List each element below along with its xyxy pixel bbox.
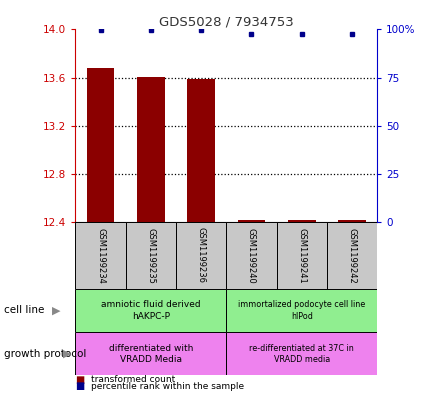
Text: cell line: cell line [4, 305, 45, 316]
Title: GDS5028 / 7934753: GDS5028 / 7934753 [159, 15, 293, 28]
Bar [276, 222, 326, 289]
Bar [75, 332, 226, 375]
Bar [287, 220, 315, 222]
Bar [226, 222, 276, 289]
Text: GSM1199242: GSM1199242 [347, 228, 356, 283]
Text: differentiated with
VRADD Media: differentiated with VRADD Media [108, 343, 193, 364]
Text: GSM1199236: GSM1199236 [196, 228, 205, 283]
Bar [187, 79, 215, 222]
Text: growth protocol: growth protocol [4, 349, 86, 359]
Bar [126, 222, 175, 289]
Bar [226, 289, 376, 332]
Bar [175, 222, 226, 289]
Bar [326, 222, 376, 289]
Text: transformed count: transformed count [90, 375, 174, 384]
Bar [237, 220, 264, 222]
Text: immortalized podocyte cell line
hIPod: immortalized podocyte cell line hIPod [237, 300, 365, 321]
Text: GSM1199241: GSM1199241 [297, 228, 305, 283]
Text: percentile rank within the sample: percentile rank within the sample [90, 382, 243, 391]
Text: ■: ■ [75, 381, 84, 391]
Text: ▶: ▶ [52, 305, 60, 316]
Text: GSM1199240: GSM1199240 [246, 228, 255, 283]
Text: ■: ■ [75, 375, 84, 385]
Text: re-differentiated at 37C in
VRADD media: re-differentiated at 37C in VRADD media [249, 343, 353, 364]
Bar [86, 68, 114, 222]
Text: GSM1199235: GSM1199235 [146, 228, 155, 283]
Text: ▶: ▶ [62, 349, 71, 359]
Text: amniotic fluid derived
hAKPC-P: amniotic fluid derived hAKPC-P [101, 300, 200, 321]
Bar [226, 332, 376, 375]
Bar [75, 222, 126, 289]
Text: GSM1199234: GSM1199234 [96, 228, 105, 283]
Bar [75, 289, 226, 332]
Bar [338, 220, 365, 222]
Bar [137, 77, 164, 222]
